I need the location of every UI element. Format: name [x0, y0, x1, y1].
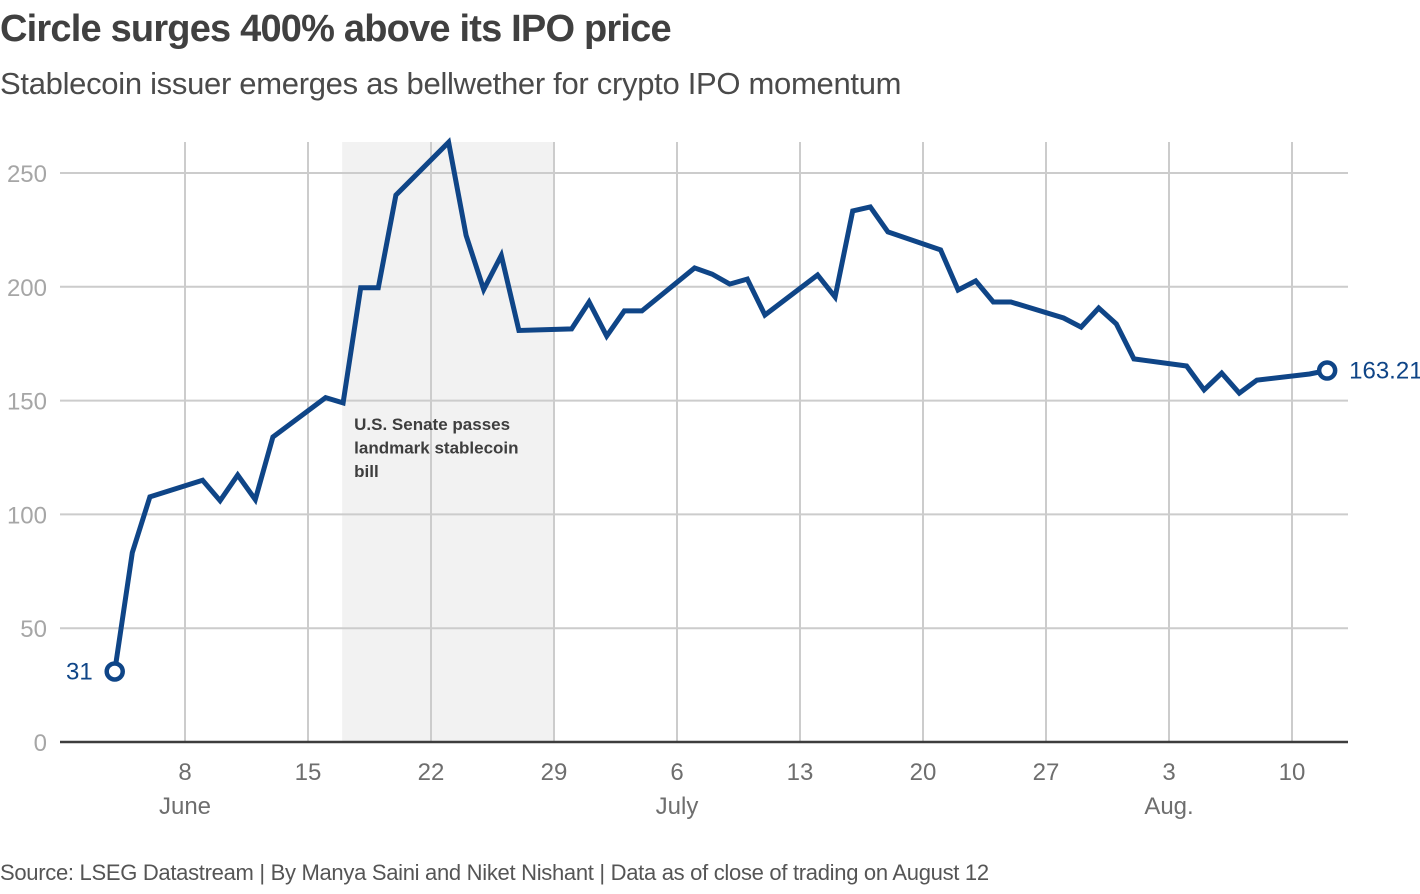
x-tick-label: 27	[1033, 759, 1060, 786]
shaded-region-layer	[342, 142, 555, 742]
price-line	[112, 137, 1328, 672]
y-tick-label: 0	[34, 730, 47, 757]
annotation-text: U.S. Senate passes	[354, 415, 510, 434]
chart-subtitle: Stablecoin issuer emerges as bellwether …	[0, 66, 902, 101]
x-tick-label: 3	[1162, 759, 1175, 786]
y-tick-label: 200	[7, 275, 47, 302]
series-layer: 31 163.21	[66, 137, 1420, 685]
x-month-label: July	[656, 793, 699, 820]
annotation-layer: U.S. Senate passes landmark stablecoin bil…	[354, 415, 518, 481]
end-point-marker	[1316, 360, 1338, 381]
annotation-text: landmark stablecoin	[354, 439, 518, 458]
y-tick-label: 50	[20, 616, 47, 643]
shaded-region	[342, 142, 555, 742]
start-value-label: 31	[66, 658, 93, 685]
x-tick-label: 6	[670, 759, 683, 786]
chart-title: Circle surges 400% above its IPO price	[0, 8, 672, 50]
start-point-marker	[104, 661, 125, 682]
x-tick-label: 10	[1279, 759, 1306, 786]
gridlines	[60, 142, 1348, 744]
annotation-text: bill	[354, 462, 379, 481]
y-axis-ticks: 0 50 100 150 200 250	[7, 161, 47, 757]
end-value-label: 163.21	[1349, 358, 1420, 385]
x-axis-ticks: 8 June 15 22 29 6 July 13 20 27 3 Aug. 10	[159, 759, 1305, 820]
y-tick-label: 150	[7, 389, 47, 416]
y-tick-label: 100	[7, 502, 47, 529]
x-tick-label: 13	[787, 759, 814, 786]
x-month-label: Aug.	[1144, 793, 1193, 820]
y-tick-label: 250	[7, 161, 47, 188]
x-month-label: June	[159, 793, 211, 820]
x-tick-label: 20	[910, 759, 937, 786]
x-tick-label: 29	[541, 759, 568, 786]
x-tick-label: 22	[418, 759, 445, 786]
x-tick-label: 15	[295, 759, 322, 786]
x-tick-label: 8	[178, 759, 191, 786]
source-footer: Source: LSEG Datastream | By Manya Saini…	[0, 860, 989, 885]
